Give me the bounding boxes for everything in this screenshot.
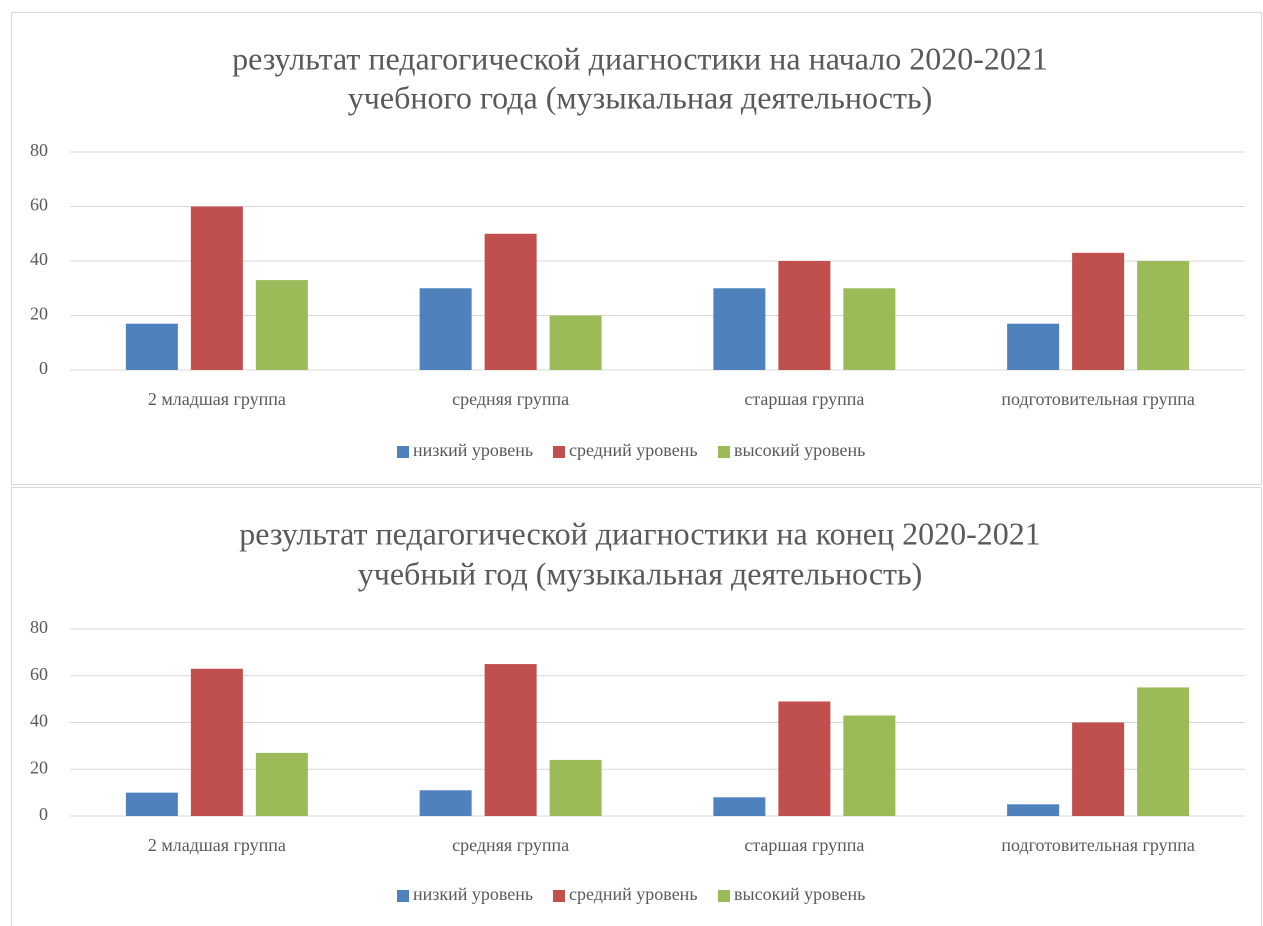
y-tick-label: 80 (30, 617, 48, 637)
bar (419, 288, 472, 370)
bar (1072, 722, 1125, 816)
bar (713, 797, 766, 816)
legend-swatch (397, 446, 409, 458)
legend-swatch (553, 890, 565, 902)
bar (549, 315, 602, 370)
bar (713, 288, 766, 370)
bar (190, 206, 243, 370)
bar (255, 280, 308, 370)
legend-label: высокий уровень (734, 884, 865, 904)
bar (1137, 261, 1190, 370)
y-tick-label: 60 (30, 195, 48, 215)
x-tick-label: средняя группа (452, 835, 569, 855)
bar (1007, 804, 1060, 816)
y-tick-label: 40 (30, 711, 48, 731)
y-tick-label: 60 (30, 664, 48, 684)
x-tick-label: 2 младшая группа (148, 389, 286, 409)
bar (1137, 687, 1190, 816)
legend-label: высокий уровень (734, 440, 865, 460)
bar (549, 759, 602, 816)
legend-swatch (397, 890, 409, 902)
bar (484, 233, 537, 370)
x-tick-label: старшая группа (744, 389, 864, 409)
bar (255, 752, 308, 816)
bar (419, 790, 472, 816)
x-tick-label: подготовительная группа (1001, 389, 1195, 409)
bar (778, 261, 831, 370)
legend-label: средний уровень (569, 884, 698, 904)
chart-title: результат педагогической диагностики на … (232, 40, 1048, 76)
legend-label: низкий уровень (413, 884, 533, 904)
bar (190, 668, 243, 816)
chart-title: результат педагогической диагностики на … (239, 515, 1041, 551)
bar (1072, 252, 1125, 370)
bar (484, 664, 537, 816)
legend-swatch (718, 890, 730, 902)
chart-title: учебного года (музыкальная деятельность) (348, 79, 932, 115)
y-tick-label: 20 (30, 757, 48, 777)
legend-label: низкий уровень (413, 440, 533, 460)
x-tick-label: подготовительная группа (1001, 835, 1195, 855)
bar (843, 715, 896, 816)
x-tick-label: старшая группа (744, 835, 864, 855)
legend-label: средний уровень (569, 440, 698, 460)
x-tick-label: 2 младшая группа (148, 835, 286, 855)
chart-frame (11, 12, 1262, 485)
bar (1007, 323, 1060, 370)
chart-title: учебный год (музыкальная деятельность) (358, 555, 923, 591)
legend-swatch (553, 446, 565, 458)
chart-frame (11, 487, 1262, 926)
y-tick-label: 80 (30, 140, 48, 160)
y-tick-label: 40 (30, 249, 48, 269)
bar (778, 701, 831, 816)
y-tick-label: 0 (39, 804, 48, 824)
y-tick-label: 0 (39, 358, 48, 378)
bar (125, 323, 178, 370)
legend-swatch (718, 446, 730, 458)
bar (843, 288, 896, 370)
y-tick-label: 20 (30, 304, 48, 324)
bar (125, 792, 178, 816)
x-tick-label: средняя группа (452, 389, 569, 409)
